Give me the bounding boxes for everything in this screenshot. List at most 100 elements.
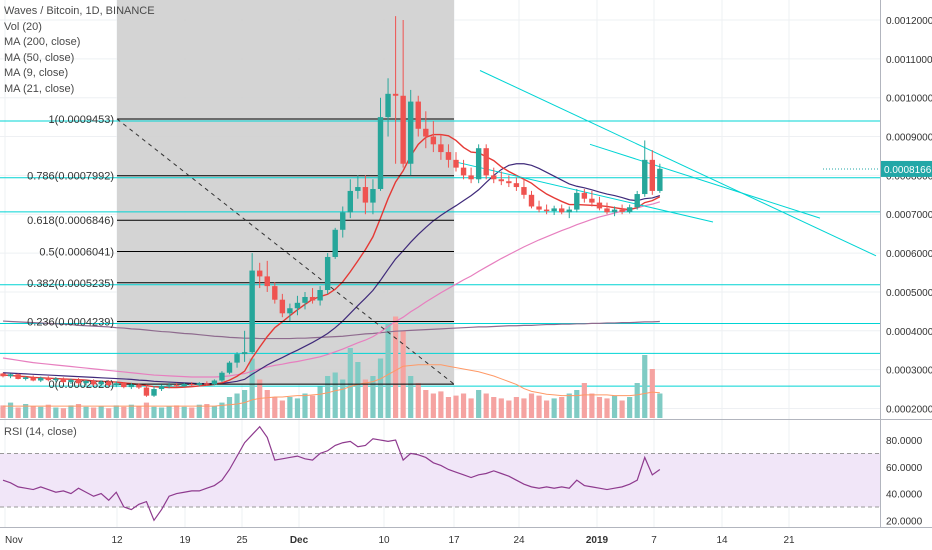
volume-bar [75,404,82,418]
volume-bar [513,397,519,418]
symbol-title[interactable]: Waves / Bitcoin, 1D, BINANCE [4,5,155,17]
volume-bar [347,348,353,418]
volume-bar [498,398,504,418]
candle-body [649,159,655,191]
candle-body [619,209,625,212]
volume-bar [30,406,36,418]
chart-background-layer [0,0,880,527]
price-tick-label: 0.0010000 [886,94,932,105]
volume-bar [611,395,618,418]
candle-body [158,386,165,390]
candle-body [324,256,331,290]
volume-bar [143,402,150,418]
volume-bar [211,406,217,418]
candle-body [445,152,452,160]
candle-body [430,136,437,145]
candle-body [460,167,467,176]
volume-bar [340,379,346,418]
rsi-tick-label: 80.0000 [886,436,923,447]
candle-body [596,202,603,209]
candle-body [219,372,225,381]
volume-bar [566,393,572,418]
candle-body [332,229,338,257]
study-ma9[interactable]: MA (9, close) [4,67,69,79]
candle-body [189,384,195,386]
volume-bar [0,405,6,418]
study-vol[interactable]: Vol (20) [4,20,42,33]
candle-body [60,378,67,383]
candle-body [589,198,595,203]
volume-bar [460,393,467,418]
candle-body [30,377,36,381]
volume-bar [60,408,66,418]
time-tick-label: 19 [179,535,191,546]
candle-body [475,148,482,180]
volume-bar [264,390,270,418]
volume-bar [627,397,633,418]
price-tick-label: 0.0012000 [886,16,932,27]
time-tick-label: 17 [448,535,460,546]
study-ma21[interactable]: MA (21, close) [4,82,75,95]
study-ma200[interactable]: MA (200, close) [4,36,81,48]
candle-body [68,379,74,383]
candle-body [121,383,127,388]
candle-body [196,383,202,386]
candle-body [272,286,278,300]
volume-bar [15,407,21,418]
volume-bar [68,405,74,418]
volume-bar [559,397,565,418]
candle-body [498,179,504,182]
volume-bar [355,362,361,418]
price-tick-label: 0.0003000 [886,366,932,377]
candle-body [574,192,580,210]
volume-bar [7,402,14,418]
candle-body [642,159,648,195]
volume-bar [166,406,172,418]
fib-level-label: 0.382(0.0005235) [27,278,114,290]
rsi-study-label[interactable]: RSI (14, close) [4,426,77,438]
volume-bar [370,376,376,418]
fibonacci-retracement[interactable]: 1(0.0009453) 0.786(0.0007992) 0.618(0.0006… [27,114,455,391]
candle-body [143,387,150,396]
price-tick-label: 0.0005000 [886,288,932,299]
volume-bar [445,397,452,418]
volume-bar [226,397,233,418]
candle-body [302,296,308,303]
channel-mid-line [589,143,821,219]
candle-body [241,352,248,355]
current-price-label: 0.0008166 [884,165,932,176]
study-ma50[interactable]: MA (50, close) [4,51,75,64]
volume-bar [45,404,51,418]
volume-bar [249,358,255,418]
volume-ma-line [3,364,660,407]
volume-bar [272,397,278,418]
candle-body [98,381,104,385]
candle-body [491,175,497,180]
ma21-line [2,163,661,385]
volume-bar [377,358,384,418]
candle-body [543,209,550,212]
volume-bar [325,376,331,418]
candle-body [75,379,82,384]
candle-body [38,377,44,381]
time-tick-label: Dec [290,535,309,546]
volume-bar [38,406,44,418]
time-tick-label: 25 [236,535,248,546]
volume-bar [604,398,610,418]
candle-body [309,296,316,301]
volume-bar [53,407,59,418]
volume-bar [657,393,663,418]
current-price-tag [881,160,932,177]
fib-level-label: 1(0.0009453) [49,114,114,126]
candle-body [408,101,414,164]
volume-bar [385,323,391,418]
volume-bar [649,369,655,418]
price-tick-label: 0.0006000 [886,249,932,260]
time-tick-label: 24 [513,535,525,546]
candle-body [204,383,210,385]
rsi-tick-label: 60.0000 [886,463,923,474]
volume-bar [430,393,436,418]
time-tick-label: 21 [783,535,795,546]
candle-body [264,276,270,287]
